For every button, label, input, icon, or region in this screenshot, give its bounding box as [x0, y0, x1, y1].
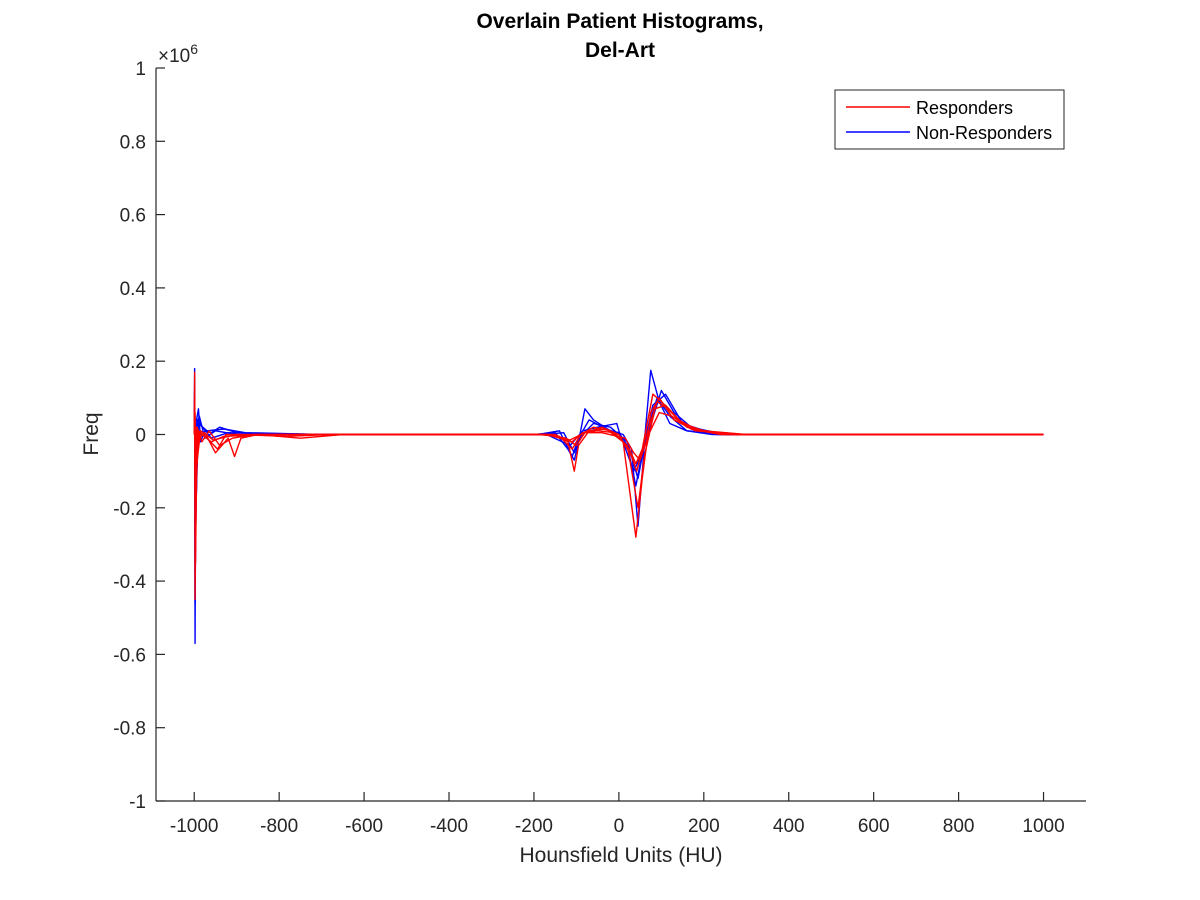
x-axis-label: Hounsfield Units (HU)	[519, 844, 722, 867]
y-axis-label: Freq	[80, 412, 103, 455]
x-tick-label: 800	[943, 816, 975, 837]
series-line-responders-5	[193, 397, 1044, 564]
y-tick-label: 0.2	[120, 352, 146, 373]
y-tick-label: -0.6	[113, 645, 146, 666]
y-tick-label: 0.6	[120, 206, 146, 227]
y-tick-label: 0.8	[120, 132, 146, 153]
y-tick-label: -0.2	[113, 499, 146, 520]
y-tick-label: 0	[135, 426, 146, 447]
x-tick-label: 400	[773, 816, 805, 837]
chart-title-line-2: Del-Art	[585, 39, 655, 62]
x-ticks: -1000 -800 -600 -400 -200 0 200 400 600 800 1000	[170, 792, 1065, 837]
legend-box	[834, 89, 1065, 150]
y-tick-label: 0.4	[120, 279, 147, 300]
x-tick-label: -600	[345, 816, 383, 837]
series-line-responders-4	[193, 371, 1044, 601]
y-tick-label: -0.4	[113, 572, 146, 593]
y-tick-label: -0.8	[113, 719, 146, 740]
series-line-non-responders-0	[193, 367, 1044, 645]
x-tick-label: 0	[614, 816, 625, 837]
chart-title: Overlain Patient Histograms, Del-Art	[476, 10, 763, 62]
series-line-non-responders-2	[193, 397, 1044, 546]
series-line-non-responders-3	[193, 393, 1044, 509]
series-line-responders-6	[193, 400, 1044, 491]
x-tick-label: 200	[688, 816, 720, 837]
y-exponent-label: ×106	[158, 41, 198, 67]
y-tick-label: 1	[135, 59, 146, 80]
x-tick-label: 1000	[1022, 816, 1064, 837]
x-tick-label: -400	[430, 816, 468, 837]
series-line-non-responders-1	[193, 389, 1044, 604]
series-line-responders-8	[193, 411, 1044, 465]
x-tick-label: 600	[858, 816, 890, 837]
chart-title-line-1: Overlain Patient Histograms,	[476, 10, 763, 33]
y-ticks: -1 -0.8 -0.6 -0.4 -0.2 0 0.2 0.4 0.6 0.8 1	[113, 59, 165, 813]
y-tick-label: -1	[129, 792, 146, 813]
x-tick-label: -200	[515, 816, 553, 837]
legend: Responders Non-Responders	[834, 89, 1065, 150]
plot-lines	[193, 367, 1044, 645]
x-tick-label: -800	[260, 816, 298, 837]
y-exponent-power: 6	[190, 41, 198, 57]
legend-label-responders: Responders	[916, 98, 1013, 118]
legend-label-non-responders: Non-Responders	[916, 123, 1052, 143]
x-tick-label: -1000	[170, 816, 219, 837]
series-line-responders-7	[193, 393, 1044, 472]
